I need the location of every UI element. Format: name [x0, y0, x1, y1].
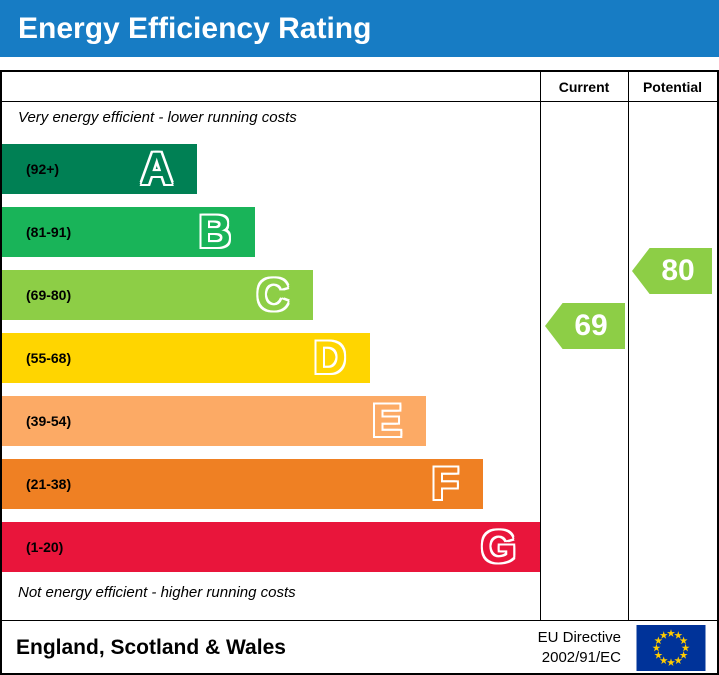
- eu-directive-label: EU Directive 2002/91/EC: [538, 628, 621, 668]
- footer-divider: [2, 620, 717, 621]
- band-bar-g: (1-20) G: [2, 520, 540, 572]
- column-header-potential: Potential: [642, 79, 703, 95]
- footer: England, Scotland & Wales EU Directive 2…: [2, 621, 717, 675]
- page-title: Energy Efficiency Rating: [0, 0, 719, 57]
- band-range-label: (55-68): [26, 349, 72, 366]
- column-header-current: Current: [558, 79, 610, 95]
- eu-flag-icon: [636, 625, 706, 671]
- current-rating-arrow: 69: [545, 303, 625, 349]
- eu-directive-line1: EU Directive: [537, 629, 621, 646]
- band-letter: G: [480, 520, 516, 572]
- band-bar-a: (92+) A: [2, 142, 197, 194]
- band-letter: C: [256, 268, 290, 320]
- band-letter: B: [198, 205, 232, 257]
- current-rating-value: 69: [574, 309, 608, 342]
- band-bar-b: (81-91) B: [2, 205, 255, 257]
- band-letter: D: [313, 331, 347, 383]
- band-row-g: (1-20) G: [2, 515, 540, 578]
- band-row-e: (39-54) E: [2, 389, 540, 452]
- band-row-c: (69-80) C: [2, 263, 540, 326]
- note-very-efficient: Very energy efficient - lower running co…: [18, 109, 297, 126]
- rating-bands: (92+) A (81-91) B (69-80) C (55-68): [2, 137, 540, 578]
- column-header-row: [2, 72, 717, 102]
- band-range-label: (21-38): [26, 475, 72, 492]
- band-row-f: (21-38) F: [2, 452, 540, 515]
- column-divider-potential: [628, 72, 629, 620]
- note-not-efficient: Not energy efficient - higher running co…: [18, 584, 296, 601]
- band-bar-f: (21-38) F: [2, 457, 483, 509]
- column-divider-current: [540, 72, 541, 620]
- band-range-label: (39-54): [26, 412, 72, 429]
- band-range-label: (81-91): [26, 223, 72, 240]
- eu-directive-line2: 2002/91/EC: [541, 649, 621, 666]
- potential-rating-value: 80: [661, 254, 695, 287]
- band-range-label: (1-20): [26, 538, 64, 555]
- band-range-label: (69-80): [26, 286, 72, 303]
- band-row-d: (55-68) D: [2, 326, 540, 389]
- band-row-b: (81-91) B: [2, 200, 540, 263]
- footer-region-label: England, Scotland & Wales: [16, 636, 286, 659]
- band-bar-e: (39-54) E: [2, 394, 426, 446]
- band-letter: E: [371, 394, 402, 446]
- epc-graph: Current Potential Very energy efficient …: [0, 70, 719, 675]
- band-bar-d: (55-68) D: [2, 331, 370, 383]
- band-range-label: (92+): [26, 160, 60, 177]
- band-row-a: (92+) A: [2, 137, 540, 200]
- potential-rating-arrow: 80: [632, 248, 712, 294]
- band-letter: A: [140, 142, 174, 194]
- band-bar-c: (69-80) C: [2, 268, 313, 320]
- band-letter: F: [431, 457, 460, 509]
